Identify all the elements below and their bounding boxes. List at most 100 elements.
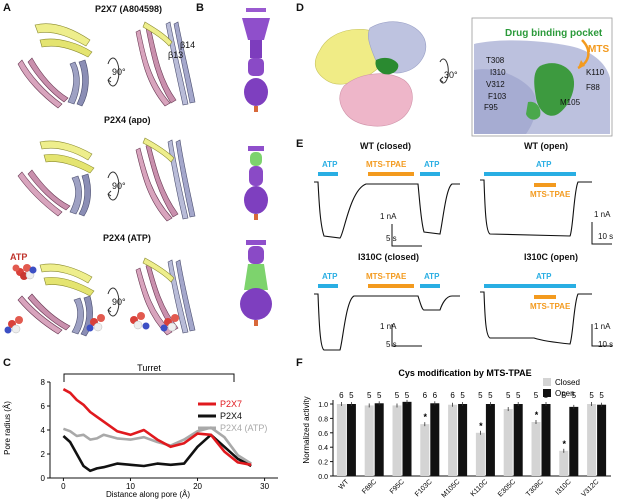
current-trace xyxy=(480,179,592,237)
beta14-label: β14 xyxy=(180,40,196,50)
pocket-surface xyxy=(474,40,610,134)
category-label: E305C xyxy=(497,478,517,498)
legend-swatch xyxy=(543,378,551,386)
bar-closed xyxy=(420,424,430,476)
y-tick-label: 0.4 xyxy=(318,445,328,452)
atp-label: ATP xyxy=(536,272,552,281)
atp-bar xyxy=(484,284,576,288)
y-tick-label: 8 xyxy=(41,378,46,387)
scale-y-label: 1 nA xyxy=(594,210,611,219)
n-label: 5 xyxy=(599,391,604,400)
n-label: 6 xyxy=(423,391,428,400)
chart-title: Turret xyxy=(137,363,161,373)
residue-label: K110 xyxy=(586,68,605,77)
legend-label: P2X7 xyxy=(220,399,242,409)
rotation-label: 90° xyxy=(112,181,126,191)
panel-label-a: A xyxy=(3,2,11,14)
panel-b-pore-profiles xyxy=(240,8,272,326)
trace-title: WT (open) xyxy=(524,141,568,151)
atp-label: ATP xyxy=(322,272,338,281)
atp-label: ATP xyxy=(536,160,552,169)
atp-bar xyxy=(420,284,440,288)
mts-label: MTS-TPAE xyxy=(366,272,407,281)
mts-bar xyxy=(368,172,414,176)
atp-bar xyxy=(420,172,440,176)
ribbon-structure-right-2 xyxy=(135,137,196,222)
panel-label-d: D xyxy=(296,2,304,14)
ribbon-structure-left-1 xyxy=(17,23,93,109)
category-label: F103C xyxy=(414,478,434,498)
category-label: F95C xyxy=(389,478,406,495)
current-trace xyxy=(480,291,592,345)
n-label: 6 xyxy=(450,391,455,400)
scale-y-label: 1 nA xyxy=(380,322,397,331)
x-tick-label: 0 xyxy=(61,482,66,491)
n-label: 6 xyxy=(339,391,344,400)
n-label: 5 xyxy=(516,391,521,400)
scale-bar xyxy=(391,224,422,247)
structure-title-p2x7: P2X7 (A804598) xyxy=(95,4,163,14)
scale-x-label: 5 s xyxy=(386,340,397,349)
bar-closed xyxy=(559,450,569,476)
normalized-activity-chart: Cys modification by MTS-TPAE Normalized … xyxy=(302,368,611,499)
rotation-label: 90° xyxy=(112,297,126,307)
atp-bar xyxy=(318,172,338,176)
bar-closed xyxy=(587,404,597,476)
n-label: 5 xyxy=(589,391,594,400)
y-tick-label: 4 xyxy=(41,426,46,435)
n-label: 5 xyxy=(405,391,410,400)
ribbon-structure-right-3 xyxy=(135,257,196,336)
legend-label: P2X4 xyxy=(220,411,242,421)
y-tick-label: 0.6 xyxy=(318,431,328,438)
bar-closed xyxy=(364,405,374,476)
scale-x-label: 10 s xyxy=(598,340,614,349)
n-label: 5 xyxy=(488,391,493,400)
residue-label: F103 xyxy=(488,92,507,101)
y-tick-label: 2 xyxy=(41,450,46,459)
significance-mark: * xyxy=(563,439,567,449)
x-tick-label: 20 xyxy=(193,482,202,491)
pore-radius-chart: Turret Pore radius (Å) Distance along po… xyxy=(3,363,278,499)
bar-open xyxy=(485,404,495,476)
inset-title: Drug binding pocket xyxy=(505,28,603,39)
category-label: F88C xyxy=(361,478,378,495)
significance-mark: * xyxy=(535,410,539,420)
beta13-label: β13 xyxy=(168,50,184,60)
n-label: 5 xyxy=(478,391,483,400)
pore-profile-p2x7 xyxy=(242,8,270,112)
n-label: 5 xyxy=(367,391,372,400)
atp-label: ATP xyxy=(10,252,28,262)
series-line-p2x7 xyxy=(62,388,252,467)
atp-label: ATP xyxy=(424,272,440,281)
n-label: 6 xyxy=(433,391,438,400)
n-label: 5 xyxy=(395,391,400,400)
legend-label: Closed xyxy=(555,378,580,387)
mts-label: MTS-TPAE xyxy=(530,302,571,311)
rotation-label: 90° xyxy=(112,67,126,77)
x-axis-label: Distance along pore (Å) xyxy=(106,490,190,499)
significance-mark: * xyxy=(479,421,483,431)
trace-title: I310C (closed) xyxy=(358,252,420,262)
y-axis-label: Normalized activity xyxy=(302,396,311,463)
y-tick-label: 1.0 xyxy=(318,402,328,409)
significance-mark: * xyxy=(424,412,428,422)
bar-closed xyxy=(392,405,402,476)
bar-open xyxy=(569,406,579,476)
y-tick-label: 0.0 xyxy=(318,474,328,481)
bar-closed xyxy=(503,409,513,476)
panel-a-ribbons xyxy=(4,21,196,337)
atp-molecule-icon xyxy=(12,264,37,280)
bar-open xyxy=(374,403,384,476)
y-axis-label: Pore radius (Å) xyxy=(3,401,12,455)
x-tick-label: 10 xyxy=(126,482,135,491)
scale-x-label: 5 s xyxy=(386,234,397,243)
atp-label: ATP xyxy=(424,160,440,169)
panel-label-e: E xyxy=(296,138,304,150)
bar-closed xyxy=(448,404,458,476)
y-tick-label: 6 xyxy=(41,402,46,411)
residue-label: F88 xyxy=(586,83,600,92)
bar-open xyxy=(458,404,468,476)
panel-label-c: C xyxy=(3,357,11,369)
current-trace xyxy=(314,293,460,351)
scale-bar xyxy=(591,324,612,347)
